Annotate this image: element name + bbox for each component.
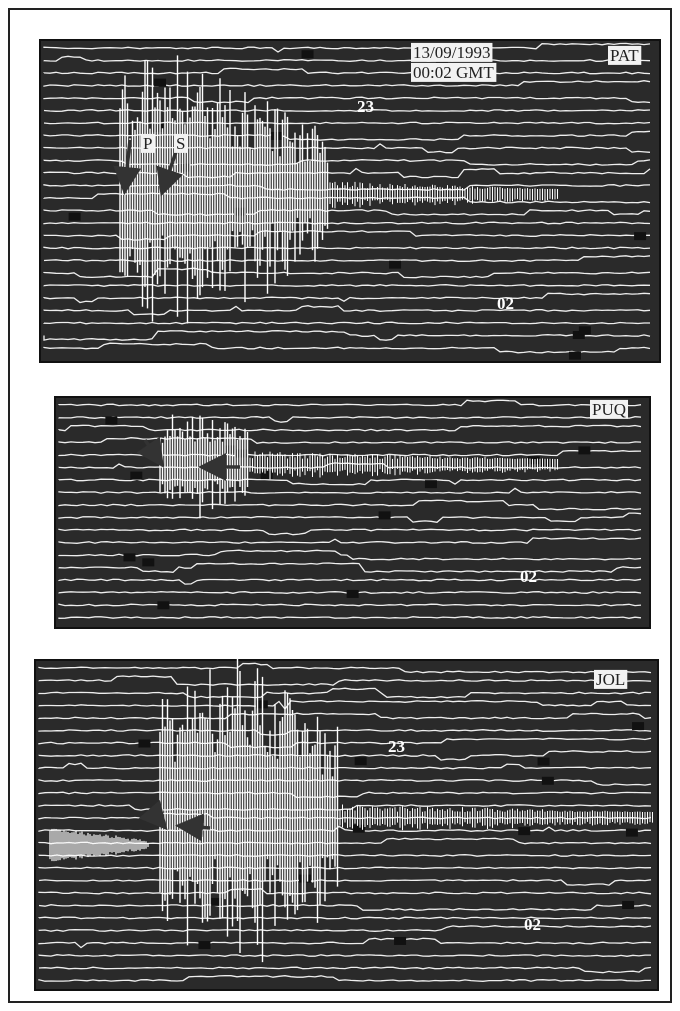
time-mark [632, 722, 644, 730]
time-mark [542, 777, 554, 785]
phase-label: P [143, 134, 152, 153]
page: 13/09/199300:02 GMT PAT P S 23 02 PUQ 02 JOL 23 02… [0, 0, 680, 1011]
time-mark [355, 757, 367, 765]
time-mark [394, 937, 406, 945]
arrow [182, 826, 210, 828]
time-mark [142, 558, 154, 566]
station-label: JOL [596, 670, 625, 689]
time-mark [130, 472, 142, 480]
station-label: PAT [610, 46, 639, 65]
seismogram-panel [40, 40, 660, 362]
time-mark [105, 416, 117, 424]
hour-label: 23 [357, 97, 374, 116]
time-mark [626, 829, 638, 837]
phase-label: S [176, 134, 185, 153]
time-mark [353, 825, 365, 833]
time-mark [302, 50, 314, 58]
time-mark [123, 553, 135, 561]
hour-label: 23 [388, 737, 405, 756]
time-mark [538, 758, 550, 766]
figure: 13/09/199300:02 GMT PAT P S 23 02 PUQ 02 JOL 23 02 [0, 0, 680, 1011]
time-mark [198, 941, 210, 949]
time-mark [347, 590, 359, 598]
time-mark [379, 511, 391, 519]
hour-label: 02 [524, 915, 541, 934]
hour-label: 02 [520, 567, 537, 586]
hour-label: 02 [497, 294, 514, 313]
time-label: 00:02 GMT [413, 63, 494, 82]
time-mark [157, 601, 169, 609]
time-mark [211, 898, 223, 906]
time-mark [518, 827, 530, 835]
time-mark [389, 261, 401, 269]
time-mark [69, 213, 81, 221]
time-mark [425, 480, 437, 488]
seismogram-panel [35, 657, 658, 990]
time-mark [634, 232, 646, 240]
date-label: 13/09/1993 [413, 43, 490, 62]
station-label: PUQ [592, 400, 626, 419]
time-mark [579, 326, 591, 334]
time-mark [622, 901, 634, 909]
time-mark [138, 740, 150, 748]
time-mark [578, 446, 590, 454]
time-mark [154, 79, 166, 87]
panel-background [35, 660, 658, 990]
time-mark [569, 352, 581, 360]
seismogram-panel [55, 397, 650, 628]
